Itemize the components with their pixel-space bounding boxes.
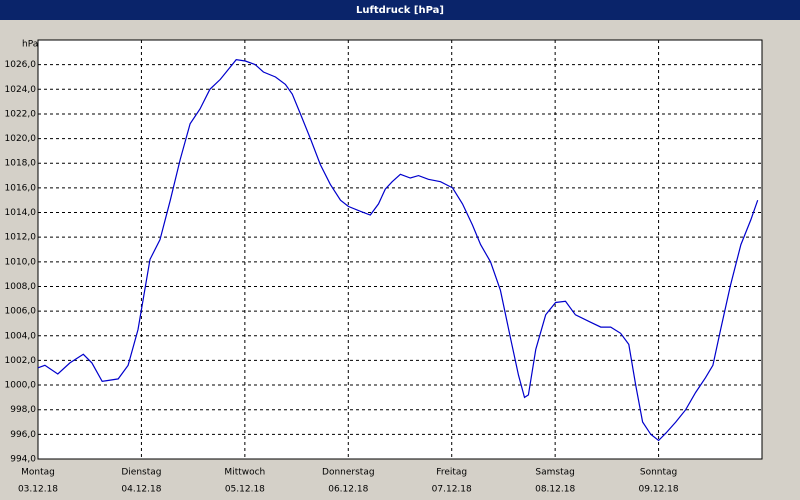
x-tick-label: Montag — [21, 468, 55, 478]
y-tick-label: 1026,0 — [5, 60, 37, 70]
y-tick-label: 1002,0 — [5, 356, 37, 366]
y-axis-label: hPa — [22, 40, 38, 50]
x-tick-date: 07.12.18 — [432, 485, 472, 495]
y-tick-label: 1012,0 — [5, 233, 37, 243]
y-tick-label: 1022,0 — [5, 109, 37, 119]
x-tick-date: 08.12.18 — [535, 485, 575, 495]
plot-border — [37, 39, 763, 460]
y-tick-label: 1000,0 — [5, 381, 37, 391]
y-tick-label: 996,0 — [10, 430, 36, 440]
x-tick-label: Donnerstag — [322, 468, 375, 478]
y-tick-label: 1006,0 — [5, 307, 37, 317]
x-tick-date: 09.12.18 — [639, 485, 679, 495]
y-tick-label: 998,0 — [10, 405, 36, 415]
x-tick-label: Dienstag — [121, 468, 161, 478]
y-tick-label: 1024,0 — [5, 85, 37, 95]
y-tick-label: 1018,0 — [5, 159, 37, 169]
x-tick-date: 04.12.18 — [121, 485, 161, 495]
x-tick-label: Sonntag — [640, 468, 677, 478]
chart-title: Luftdruck [hPa] — [356, 5, 444, 16]
x-tick-date: 03.12.18 — [18, 485, 58, 495]
x-tick-label: Freitag — [436, 468, 467, 478]
y-tick-label: 1010,0 — [5, 257, 37, 267]
title-bar — [0, 0, 800, 20]
y-tick-label: 994,0 — [10, 455, 36, 465]
y-tick-label: 1008,0 — [5, 282, 37, 292]
y-tick-label: 1014,0 — [5, 208, 37, 218]
x-tick-date: 05.12.18 — [225, 485, 265, 495]
data-line — [37, 59, 759, 442]
x-tick-label: Samstag — [535, 468, 574, 478]
y-tick-label: 1016,0 — [5, 183, 37, 193]
plot-area — [37, 39, 763, 460]
x-tick-label: Mittwoch — [224, 468, 265, 478]
x-tick-date: 06.12.18 — [328, 485, 368, 495]
y-tick-label: 1020,0 — [5, 134, 37, 144]
y-tick-label: 1004,0 — [5, 331, 37, 341]
